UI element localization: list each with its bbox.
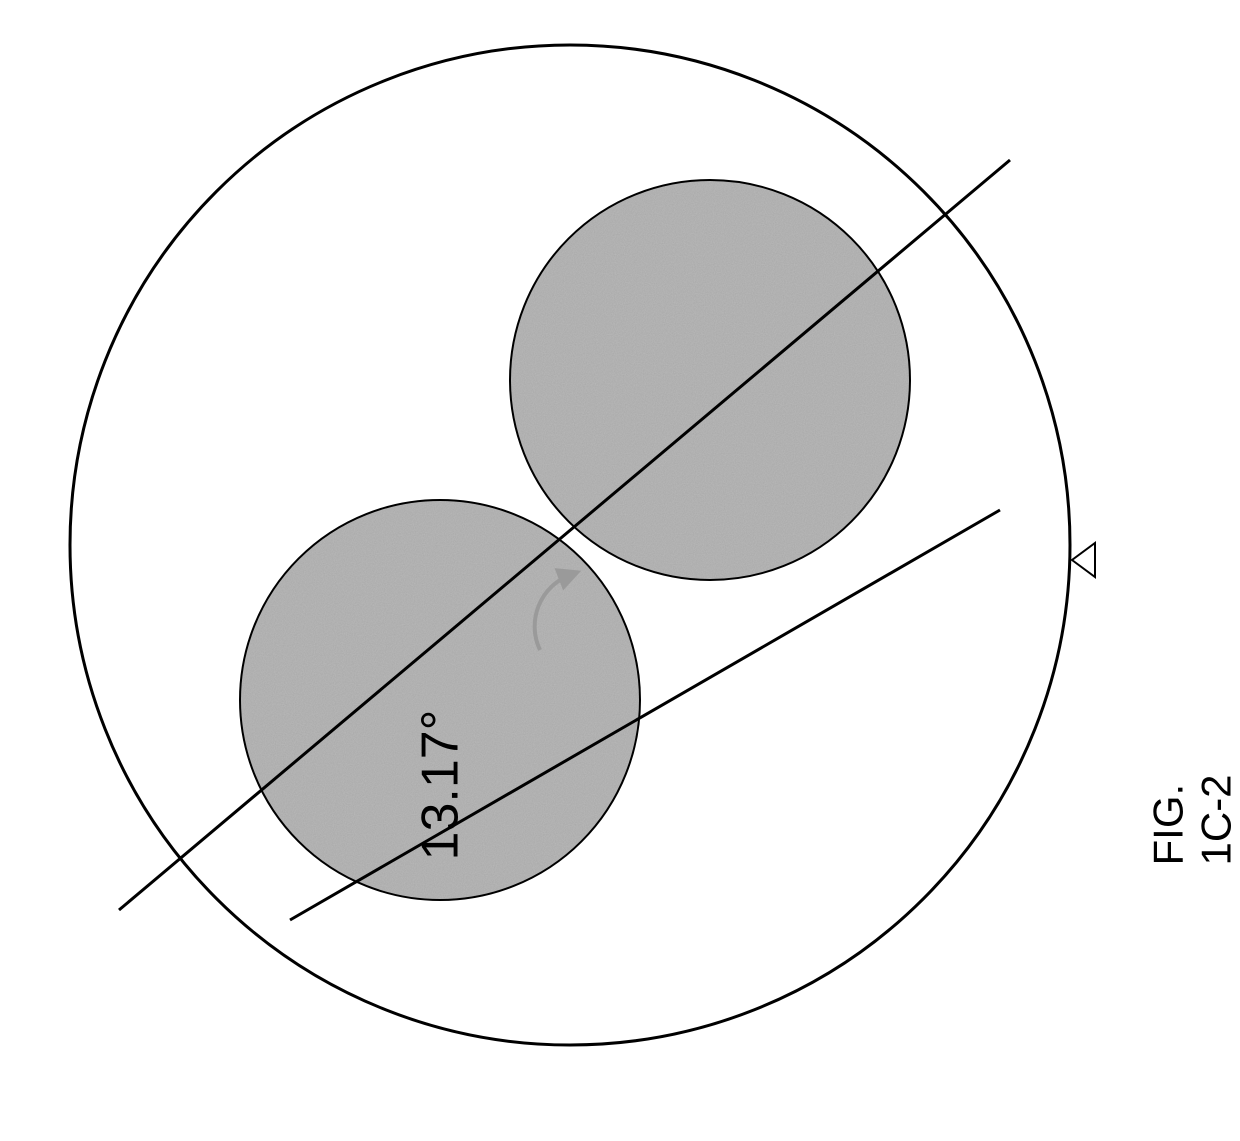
- figure-caption: FIG. 1C-2: [1145, 771, 1240, 866]
- diagram-svg: [0, 0, 1240, 1141]
- diagram-container: 13.17° FIG. 1C-2: [0, 0, 1240, 1141]
- index-marker-icon: [1072, 543, 1095, 577]
- inner-circle-upper: [510, 180, 910, 580]
- angle-value-label: 13.17°: [410, 710, 470, 861]
- outer-circle: [70, 45, 1070, 1045]
